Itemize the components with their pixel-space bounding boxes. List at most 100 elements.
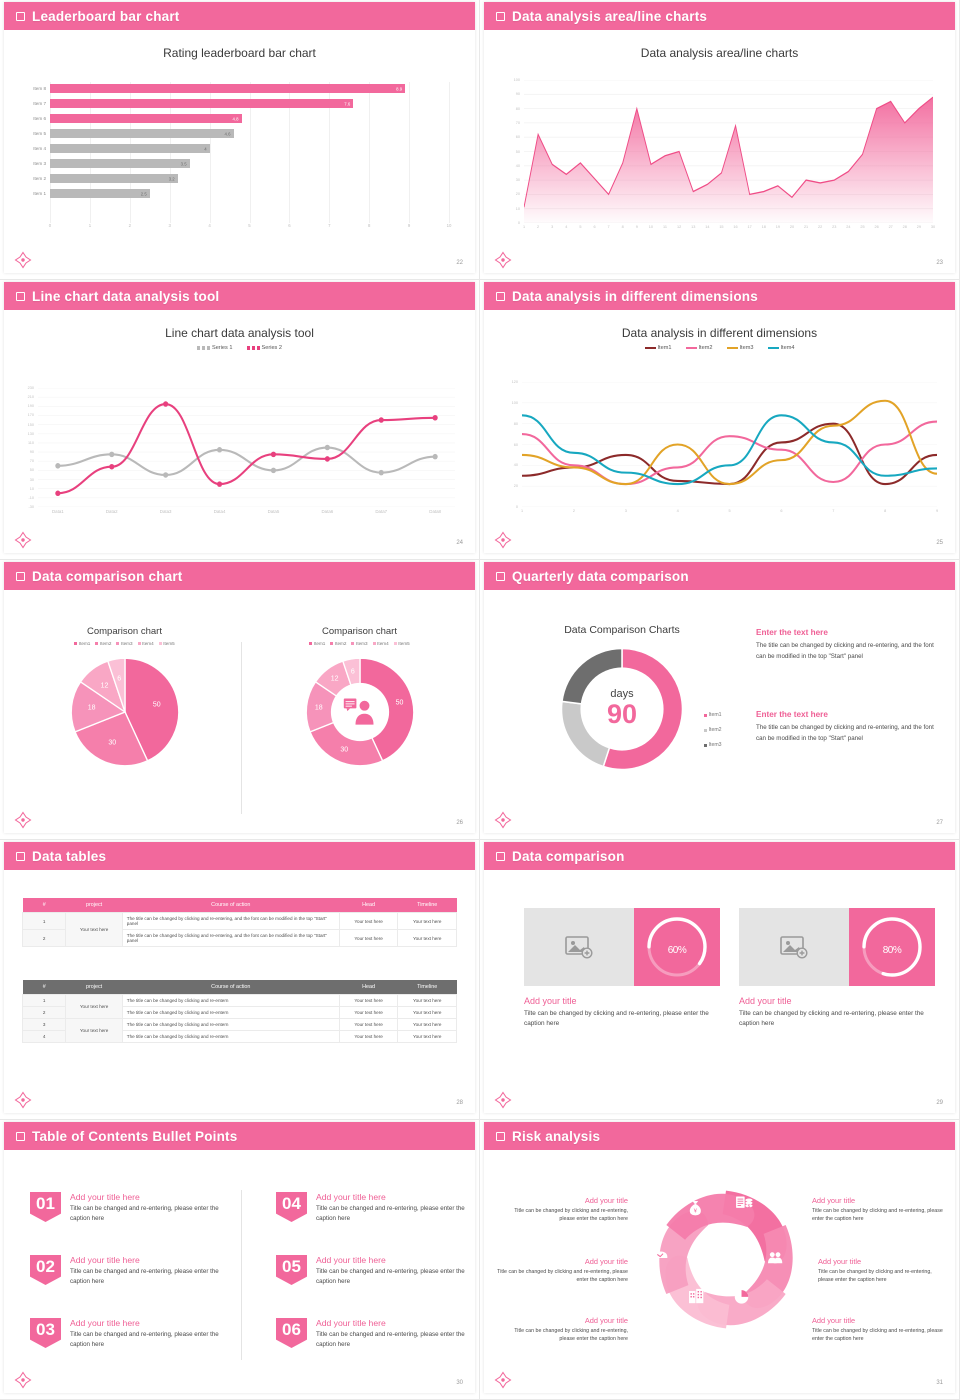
- column-header: #: [22, 980, 66, 995]
- x-axis-tick: 4: [676, 509, 679, 513]
- y-axis-tick: 170: [27, 413, 34, 418]
- x-axis-tick: 26: [874, 225, 879, 229]
- table-row[interactable]: 4 The title can be changed by clicking a…: [21, 1030, 457, 1043]
- cycle-blade[interactable]: [642, 1205, 731, 1297]
- handshake-icon: [654, 1251, 668, 1258]
- line-swatch: [726, 347, 738, 349]
- legend-item[interactable]: Item4: [767, 345, 795, 351]
- x-axis-tick: 8: [884, 509, 887, 513]
- legend-item[interactable]: Item4: [137, 641, 154, 646]
- bar-value-label: 4.8: [232, 116, 239, 121]
- bar-row: Item 7 7.6: [22, 97, 449, 110]
- toc-desc: Title can be changed and re-entering, pl…: [70, 1205, 219, 1222]
- progress-ring-icon: [862, 917, 922, 977]
- y-axis-tick: 70: [29, 459, 34, 464]
- legend-item[interactable]: Item1: [309, 641, 325, 646]
- page-number: 27: [936, 820, 943, 826]
- x-axis-tick: Data7: [375, 509, 388, 514]
- slide-header-title: Data comparison: [512, 848, 625, 864]
- column-header: project: [65, 980, 123, 995]
- toc-number-badge: 05: [276, 1255, 307, 1285]
- table-row[interactable]: 3 Your text here The title can be change…: [21, 1018, 457, 1043]
- cell-action: The title can be changed by clicking and…: [121, 1030, 340, 1043]
- table-row[interactable]: 1 Your text here The title can be change…: [21, 994, 457, 1019]
- toc-item[interactable]: 05 Add your title here Title can be chan…: [276, 1255, 466, 1286]
- x-axis-tick: 11: [663, 225, 668, 229]
- x-axis-tick: 19: [775, 225, 780, 229]
- slide-toc-bullet-points: Table of Contents Bullet Points 01 Add y…: [0, 1120, 480, 1400]
- toc-title: Add your title here: [70, 1255, 140, 1265]
- bar-category-label: Item 2: [33, 176, 46, 181]
- legend-item[interactable]: Item2: [685, 345, 713, 351]
- legend-item[interactable]: Item3: [704, 742, 722, 748]
- image-placeholder[interactable]: [739, 908, 849, 986]
- legend-item[interactable]: Item5: [158, 641, 175, 646]
- brand-logo-icon: [494, 531, 512, 549]
- square-bullet-icon: [496, 1131, 505, 1141]
- toc-item[interactable]: 01 Add your title here Title can be chan…: [30, 1192, 220, 1223]
- legend-label: Series 1: [211, 345, 233, 351]
- svg-text:$: $: [748, 1204, 751, 1209]
- table-row[interactable]: 2 The title can be changed by clicking a…: [21, 929, 457, 947]
- y-axis-tick: 130: [27, 431, 34, 436]
- brand-logo-icon: [14, 1371, 32, 1389]
- legend-label: Item2: [698, 345, 713, 351]
- legend-item[interactable]: Item3: [116, 641, 133, 646]
- x-axis-tick: 2: [128, 223, 131, 228]
- brand-logo-icon: [494, 1091, 512, 1109]
- x-axis-tick: 7: [607, 225, 610, 229]
- table-row[interactable]: 1 Your text here The title can be change…: [21, 912, 457, 947]
- cycle-blade[interactable]: [665, 1173, 760, 1265]
- x-axis-tick: 4: [208, 223, 211, 228]
- cell-head: Your text here: [338, 1018, 399, 1031]
- x-axis-tick: 2: [572, 509, 575, 513]
- y-axis-tick: 60: [515, 135, 520, 140]
- legend-item[interactable]: Item4: [372, 641, 389, 646]
- y-axis-tick: 20: [515, 192, 520, 197]
- x-axis-tick: 9: [635, 225, 638, 229]
- slide-leaderboard-bar-chart: Leaderboard bar chart Rating leaderboard…: [0, 0, 480, 280]
- line-swatch: [767, 347, 779, 349]
- y-axis-tick: 40: [515, 163, 520, 168]
- legend-item[interactable]: Item1: [704, 712, 722, 718]
- toc-item[interactable]: 03 Add your title here Title can be chan…: [30, 1318, 220, 1349]
- legend-item[interactable]: Item1: [74, 641, 90, 646]
- legend-item[interactable]: Item5: [393, 641, 410, 646]
- cell-project: Your text here: [65, 994, 123, 1019]
- image-placeholder[interactable]: [524, 908, 634, 986]
- legend-item[interactable]: Series 2: [246, 345, 282, 351]
- legend-item[interactable]: Series 1: [196, 345, 233, 351]
- pie-slice[interactable]: [70, 680, 126, 733]
- donut-value: 90: [606, 699, 638, 730]
- toc-desc: Title can be changed and re-entering, pl…: [316, 1331, 465, 1348]
- legend-label: Item2: [334, 641, 347, 646]
- cycle-blade[interactable]: [721, 1222, 810, 1314]
- legend-item[interactable]: Item2: [704, 727, 722, 733]
- pie-slice[interactable]: [106, 657, 126, 713]
- toc-item[interactable]: 04 Add your title here Title can be chan…: [276, 1192, 466, 1223]
- slide-data-tables: Data tables # project Course of action H…: [0, 840, 480, 1120]
- legend-item[interactable]: Item1: [644, 345, 672, 351]
- legend-item[interactable]: Item3: [351, 641, 368, 646]
- x-axis-tick: 29: [916, 225, 922, 229]
- x-axis-tick: 28: [902, 225, 907, 229]
- y-axis-tick: 60: [513, 442, 518, 447]
- page-number: 25: [936, 540, 943, 546]
- pie-slice[interactable]: [73, 711, 148, 767]
- percent-ring-box: 80%: [849, 908, 935, 986]
- bar-value-label: 4.6: [224, 131, 231, 136]
- toc-item[interactable]: 06 Add your title here Title can be chan…: [276, 1318, 466, 1349]
- y-axis-tick: 110: [27, 440, 34, 445]
- toc-item[interactable]: 02 Add your title here Title can be chan…: [30, 1255, 220, 1286]
- legend-label: Item4: [780, 345, 795, 351]
- legend-label: Item5: [163, 641, 175, 646]
- legend-item[interactable]: Item2: [95, 641, 111, 646]
- card-text: Tilte can be changed by clicking and re-…: [524, 1010, 709, 1028]
- y-axis-tick: 0: [515, 505, 518, 509]
- x-axis-tick: Data2: [105, 509, 118, 514]
- risk-title: Add your title: [584, 1196, 628, 1205]
- pie-slice[interactable]: [123, 657, 179, 762]
- legend-item[interactable]: Item2: [330, 641, 346, 646]
- x-axis-tick: 27: [888, 225, 893, 229]
- legend-item[interactable]: Item3: [726, 345, 754, 351]
